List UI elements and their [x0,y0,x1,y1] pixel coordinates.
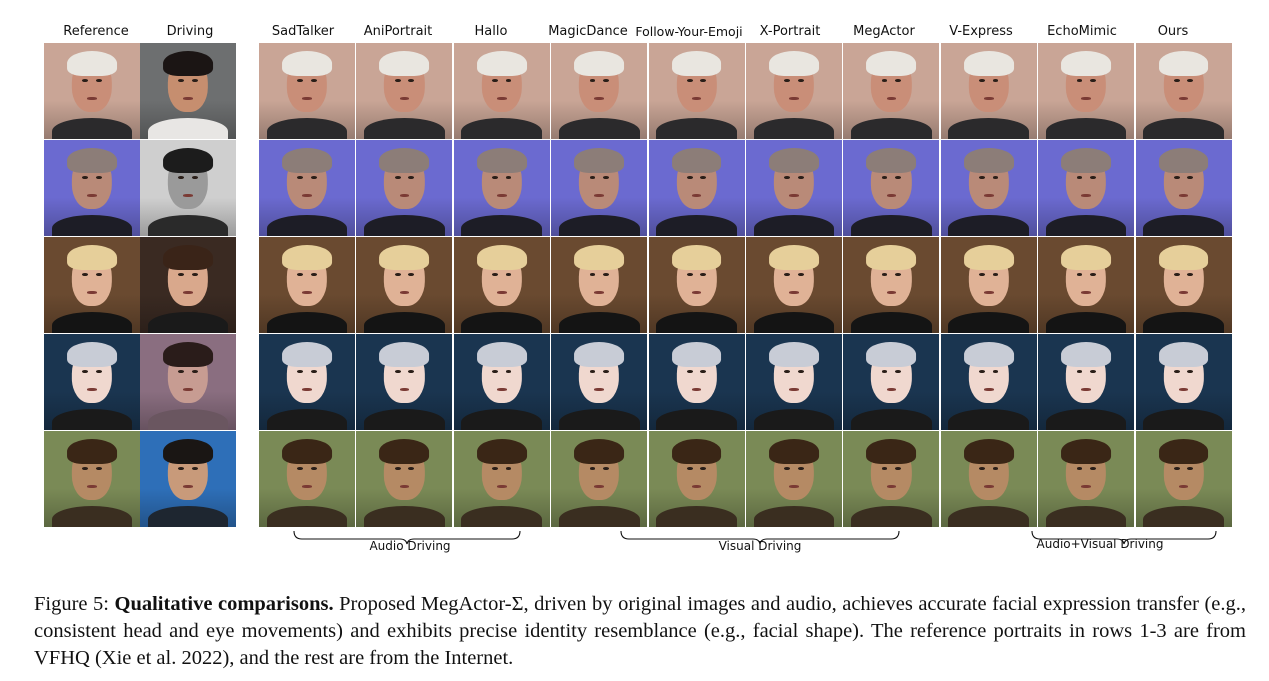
hallo-result-row-4 [453,334,550,430]
echomimic-result-row-5 [1038,431,1135,527]
driving-image-row-3 [140,237,236,333]
v-express-result-row-3 [940,237,1037,333]
col-label-aniportrait: AniPortrait [363,24,433,39]
v-express-result-row-4 [940,334,1037,430]
col-label-reference: Reference [63,24,129,39]
col-label-echomimic: EchoMimic [1047,24,1117,39]
audio-driving-brace [293,530,521,545]
reference-image-row-5 [44,431,140,527]
col-label-megactor: MegActor [853,24,915,39]
aniportrait-result-row-4 [356,334,453,430]
visual-driving-label: Visual Driving [718,539,802,553]
hallo-result-row-1 [453,43,550,139]
audio-visual-driving-brace [1031,530,1217,545]
driving-image-row-4 [140,334,236,430]
caption-bold: Qualitative comparisons. [114,593,334,615]
caption-text: Proposed MegActor-Σ, driven by original … [34,593,1246,669]
megactor-result-row-5 [843,431,940,527]
sadtalker-result-row-5 [259,431,355,527]
magicdance-result-row-1 [551,43,648,139]
reference-driving-grid [44,43,236,528]
reference-image-row-4 [44,334,140,430]
reference-image-row-3 [44,237,140,333]
audio-visual-driving-label: Audio+Visual Driving [1036,537,1164,551]
megactor-result-row-4 [843,334,940,430]
echomimic-result-row-3 [1038,237,1135,333]
x-portrait-result-row-4 [745,334,842,430]
x-portrait-result-row-2 [745,140,842,236]
echomimic-result-row-1 [1038,43,1135,139]
magicdance-result-row-5 [551,431,648,527]
v-express-result-row-2 [940,140,1037,236]
caption-prefix: Figure 5: [34,593,115,615]
col-label-driving: Driving [166,24,214,39]
v-express-result-row-5 [940,431,1037,527]
driving-image-row-1 [140,43,236,139]
v-express-result-row-1 [940,43,1037,139]
megactor-result-row-3 [843,237,940,333]
aniportrait-result-row-2 [356,140,453,236]
megactor-result-row-1 [843,43,940,139]
echomimic-result-row-2 [1038,140,1135,236]
follow-your-emoji-result-row-4 [648,334,745,430]
follow-your-emoji-result-row-3 [648,237,745,333]
aniportrait-result-row-5 [356,431,453,527]
driving-image-row-5 [140,431,236,527]
method-comparison-grid [259,43,1233,528]
ours-result-row-1 [1135,43,1232,139]
col-label-ours: Ours [1157,24,1189,39]
x-portrait-result-row-1 [745,43,842,139]
col-label-sadtalker: SadTalker [271,24,335,39]
reference-image-row-1 [44,43,140,139]
x-portrait-result-row-5 [745,431,842,527]
ours-result-row-5 [1135,431,1232,527]
follow-your-emoji-result-row-1 [648,43,745,139]
megactor-result-row-2 [843,140,940,236]
col-label-x-portrait: X-Portrait [759,24,821,39]
aniportrait-result-row-3 [356,237,453,333]
hallo-result-row-5 [453,431,550,527]
magicdance-result-row-2 [551,140,648,236]
hallo-result-row-3 [453,237,550,333]
col-label-v-express: V-Express [949,24,1013,39]
reference-image-row-2 [44,140,140,236]
ours-result-row-4 [1135,334,1232,430]
x-portrait-result-row-3 [745,237,842,333]
audio-driving-label: Audio Driving [369,539,451,553]
ours-result-row-3 [1135,237,1232,333]
follow-your-emoji-result-row-5 [648,431,745,527]
sadtalker-result-row-4 [259,334,355,430]
sadtalker-result-row-3 [259,237,355,333]
aniportrait-result-row-1 [356,43,453,139]
col-label-hallo: Hallo [474,24,508,39]
col-label-magicdance: MagicDance [548,24,628,39]
echomimic-result-row-4 [1038,334,1135,430]
follow-your-emoji-result-row-2 [648,140,745,236]
ours-result-row-2 [1135,140,1232,236]
figure-caption: Figure 5: Qualitative comparisons. Propo… [34,591,1246,672]
sadtalker-result-row-1 [259,43,355,139]
visual-driving-brace [620,530,900,545]
col-label-follow-your-emoji: Follow-Your-Emoji [635,24,743,39]
driving-image-row-2 [140,140,236,236]
sadtalker-result-row-2 [259,140,355,236]
magicdance-result-row-4 [551,334,648,430]
hallo-result-row-2 [453,140,550,236]
magicdance-result-row-3 [551,237,648,333]
